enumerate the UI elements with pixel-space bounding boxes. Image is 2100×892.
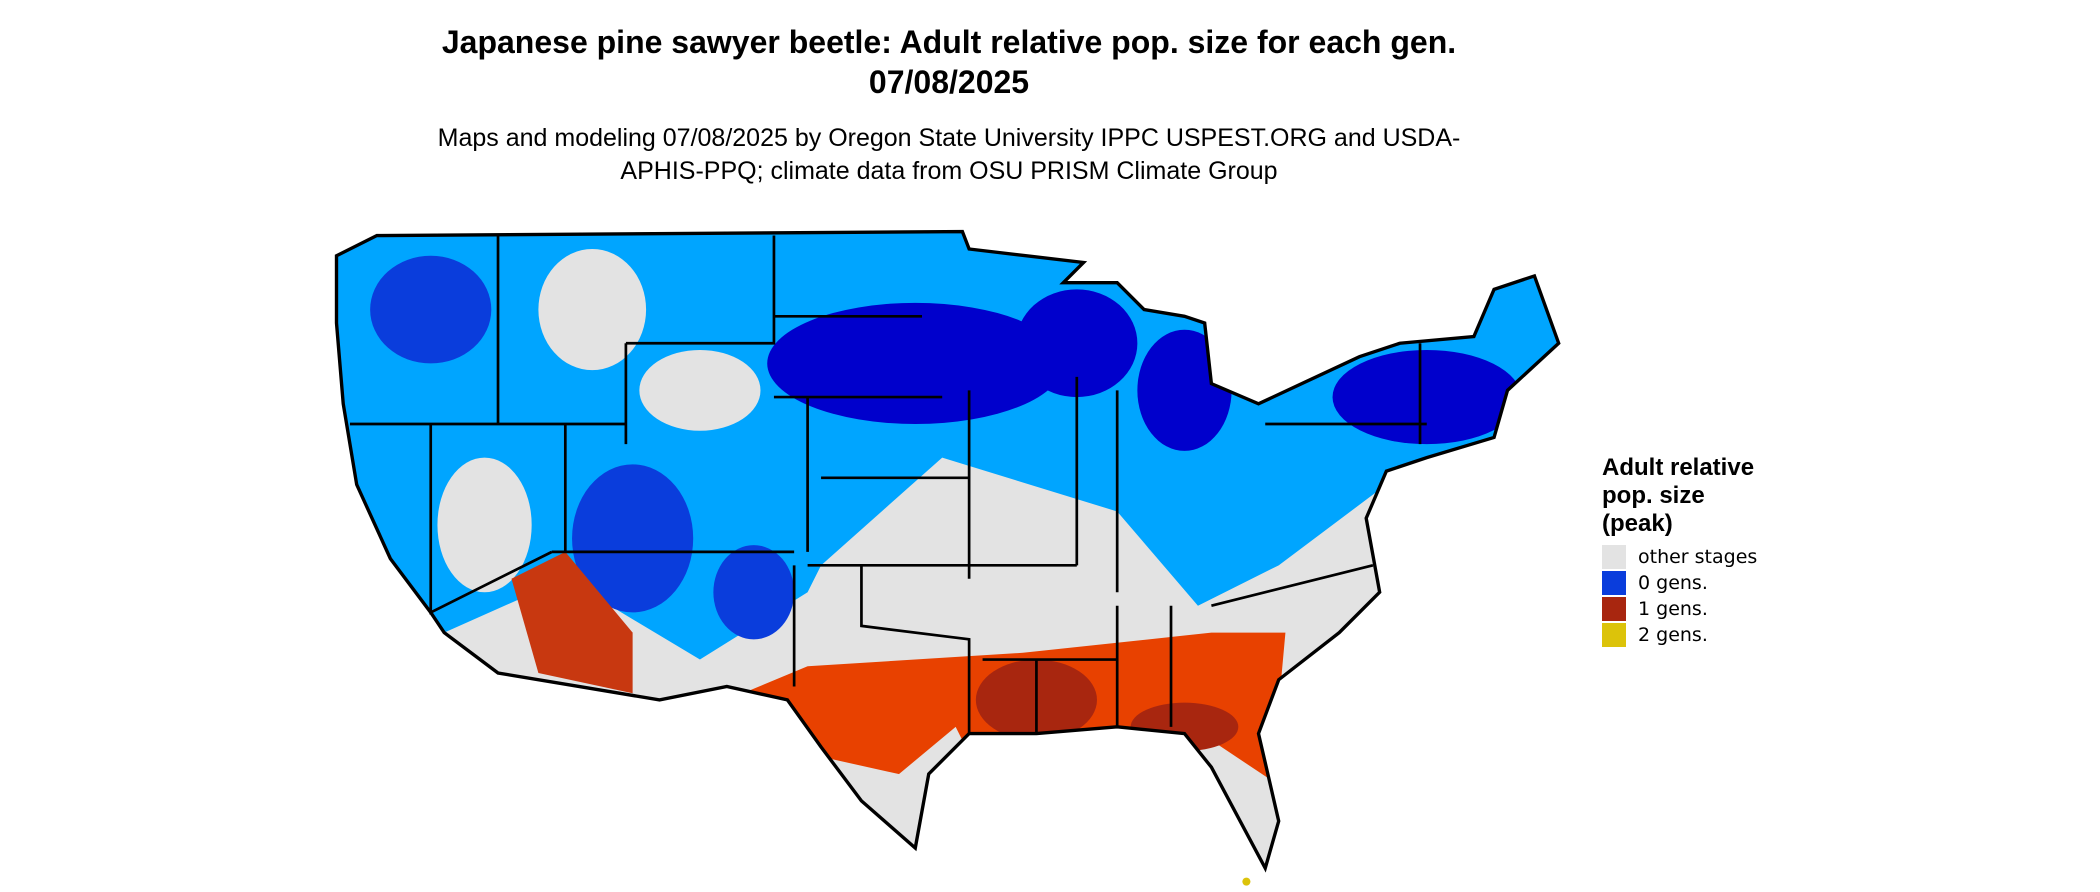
legend-swatch [1602, 597, 1626, 621]
dark-red-patch [1130, 702, 1239, 752]
map-subtitle: Maps and modeling 07/08/2025 by Oregon S… [437, 124, 1461, 185]
legend-label: other stages [1638, 546, 1758, 568]
gray-patch [639, 349, 761, 431]
dark-blue-patch [1137, 329, 1232, 451]
legend-swatch [1602, 571, 1626, 595]
gray-patch [874, 726, 970, 822]
gray-patch [538, 249, 647, 371]
legend-item: 2 gens. [1602, 622, 1802, 648]
legend-swatch [1602, 545, 1626, 569]
dark-blue-patch [767, 302, 1064, 424]
legend-swatch [1602, 623, 1626, 647]
gray-patch [437, 457, 532, 593]
us-map [334, 229, 1561, 886]
map-title: Japanese pine sawyer beetle: Adult relat… [441, 24, 1457, 100]
legend-item: other stages [1602, 544, 1802, 570]
legend-items: other stages 0 gens. 1 gens. 2 gens. [1602, 544, 1802, 648]
red-region [511, 551, 633, 694]
dark-blue-patch [713, 545, 795, 640]
dark-blue-patch [1016, 289, 1138, 398]
dark-blue-patch [370, 255, 492, 364]
dark-blue-patch [1332, 349, 1521, 445]
legend: Adult relative pop. size (peak) other st… [1602, 454, 1802, 648]
legend-title: Adult relative pop. size (peak) [1602, 454, 1755, 537]
legend-item: 1 gens. [1602, 596, 1802, 622]
dark-blue-patch [572, 464, 694, 613]
legend-item: 0 gens. [1602, 570, 1802, 596]
legend-label: 2 gens. [1638, 624, 1708, 646]
legend-label: 1 gens. [1638, 598, 1708, 620]
yellow-patch [1242, 877, 1251, 886]
legend-label: 0 gens. [1638, 572, 1708, 594]
